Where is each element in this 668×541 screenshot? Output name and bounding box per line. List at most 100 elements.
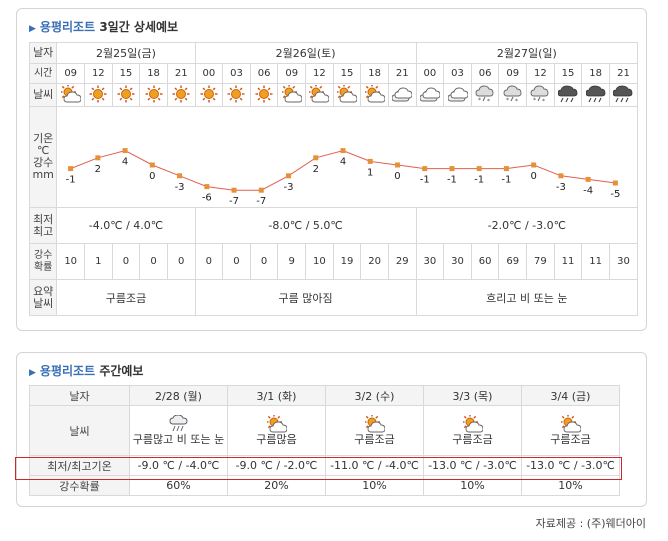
precip-prob-cell: 0 [222, 243, 251, 280]
precip-prob-cell: 1 [84, 243, 113, 280]
temperature-point [286, 173, 292, 179]
svg-text:*: * [487, 98, 490, 103]
temperature-point [504, 166, 510, 172]
partly-cloudy-icon [425, 415, 521, 433]
rain-icon [585, 85, 606, 106]
temperature-chart-cell: -1 2 4 0 -3 -6 -7 -7 -3 2 4 1 0 -1 -1 -1 -1 0 -3 -4 -5 1 1 1 1 1 2 [56, 106, 638, 208]
weekly-minmax-cell: -11.0 ℃ / -4.0℃ [325, 455, 424, 476]
day-summary: 흐리고 비 또는 눈 [415, 279, 639, 316]
temperature-point [177, 173, 183, 179]
precip-prob-cell: 79 [526, 243, 555, 280]
temperature-label: 2 [95, 164, 101, 175]
precip-prob-cell: 11 [553, 243, 583, 280]
weekly-date-cell: 3/1 (화) [227, 385, 326, 406]
rain-icon [613, 85, 633, 106]
weekly-weather-desc: 구름조금 [452, 433, 493, 446]
partly-cloudy-icon [335, 84, 358, 106]
weekly-date-cell: 3/3 (목) [423, 385, 522, 406]
weekly-row-label-weather: 날씨 [29, 405, 130, 456]
temperature-point [613, 180, 619, 186]
svg-text:*: * [478, 97, 481, 103]
sun-icon [254, 85, 274, 106]
partly-cloudy-icon [280, 84, 303, 106]
detail-forecast-panel: ▶ 용평리조트 3일간 상세예보 날자 2월25일(금) 2월26일(토) 2월2… [16, 8, 647, 331]
precip-prob-cell: 29 [387, 243, 417, 280]
sun-icon [199, 85, 219, 106]
temperature-label: -1 [475, 175, 485, 186]
weekly-weather-cell: 구름조금 [325, 405, 424, 456]
weekly-row-label-date: 날자 [29, 385, 130, 406]
time-cell: 15 [111, 63, 141, 84]
time-cell: 21 [608, 63, 639, 84]
sun-icon [88, 85, 108, 106]
weekly-minmax-cell: -13.0 ℃ / -3.0℃ [521, 455, 620, 476]
temperature-point [477, 166, 483, 172]
temperature-label: 4 [340, 157, 346, 168]
temperature-point [531, 162, 537, 168]
precip-prob-cell: 0 [249, 243, 279, 280]
precip-prob-cell: 9 [277, 243, 307, 280]
time-cell: 03 [443, 63, 472, 84]
day-minmax: -2.0℃ / -3.0℃ [415, 207, 639, 244]
weekly-minmax-cell: -9.0 ℃ / -2.0℃ [227, 455, 326, 476]
weekly-prob-cell: 10% [521, 475, 620, 496]
day-header: 2월27일(일) [415, 42, 639, 64]
precip-prob-cell: 19 [332, 243, 362, 280]
weather-cell [387, 83, 417, 107]
rain-snow-icon: * * [503, 85, 523, 106]
temperature-point [259, 187, 265, 193]
time-cell: 00 [415, 63, 445, 84]
weather-cell [305, 83, 334, 107]
temperature-label: -1 [420, 175, 430, 186]
time-cell: 00 [194, 63, 224, 84]
day-header: 2월25일(금) [56, 42, 196, 64]
temperature-label: -6 [202, 193, 212, 204]
weekly-date-cell: 3/4 (금) [521, 385, 620, 406]
weather-cell [84, 83, 113, 107]
partly-cloudy-icon [327, 415, 423, 433]
sun-icon [171, 85, 191, 106]
temperature-point [449, 166, 455, 172]
temperature-label: -1 [66, 175, 76, 186]
temperature-label: -7 [257, 196, 267, 207]
temperature-point [395, 162, 401, 168]
partly-cloudy-icon [308, 84, 330, 106]
weekly-forecast-title: ▶ 용평리조트 주간예보 [29, 364, 144, 378]
time-cell: 21 [387, 63, 417, 84]
time-cell: 12 [305, 63, 334, 84]
weather-cell: * * [526, 83, 555, 107]
weather-cell [581, 83, 610, 107]
weather-cell [277, 83, 307, 107]
partly-cloudy-icon [363, 84, 386, 106]
time-cell: 12 [84, 63, 113, 84]
temperature-label: 0 [531, 171, 537, 182]
precip-prob-cell: 30 [415, 243, 445, 280]
temperature-point [95, 155, 101, 161]
rain-snow-icon: * * [475, 85, 495, 106]
time-cell: 18 [581, 63, 610, 84]
weekly-prob-cell: 20% [227, 475, 326, 496]
weather-cell [111, 83, 141, 107]
temperature-label: -3 [175, 182, 185, 193]
weather-cell [332, 83, 362, 107]
temperature-label: -5 [611, 189, 621, 200]
weather-cell [166, 83, 196, 107]
temperature-point [586, 176, 592, 182]
temperature-point [313, 155, 319, 161]
precip-prob-cell: 60 [470, 243, 500, 280]
temperature-label: 2 [313, 164, 319, 175]
weekly-prob-cell: 10% [423, 475, 522, 496]
partly-cloudy-icon [229, 415, 325, 433]
temperature-label: 1 [367, 167, 373, 178]
day-summary: 구름 많아짐 [194, 279, 417, 316]
weather-cell [553, 83, 583, 107]
day-minmax: -8.0℃ / 5.0℃ [194, 207, 417, 244]
weather-cell [415, 83, 445, 107]
weather-cell [194, 83, 224, 107]
precip-prob-cell: 0 [139, 243, 168, 280]
weather-cell [608, 83, 639, 107]
weekly-forecast-table: 날자 2/28 (월) 3/1 (화) 3/2 (수) 3/3 (목) 3/4 (금) … [29, 385, 620, 496]
precip-prob-cell: 10 [56, 243, 85, 280]
precip-prob-cell: 30 [443, 243, 472, 280]
